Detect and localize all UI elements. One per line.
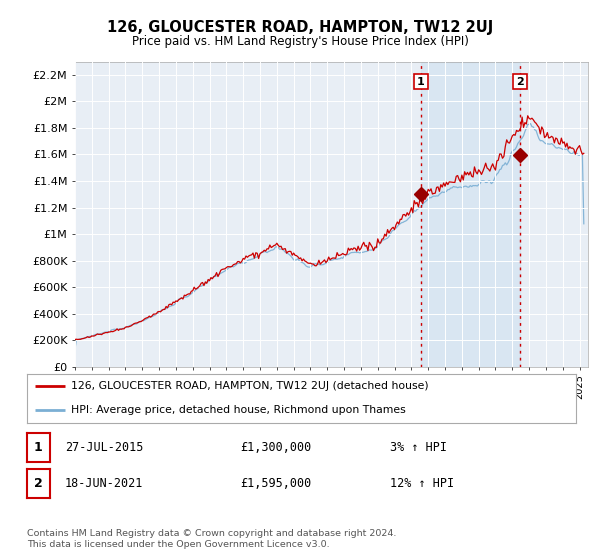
Text: 2: 2: [34, 477, 43, 491]
Text: Price paid vs. HM Land Registry's House Price Index (HPI): Price paid vs. HM Land Registry's House …: [131, 35, 469, 48]
Text: £1,300,000: £1,300,000: [240, 441, 311, 454]
Text: HPI: Average price, detached house, Richmond upon Thames: HPI: Average price, detached house, Rich…: [71, 405, 406, 416]
Text: 18-JUN-2021: 18-JUN-2021: [65, 477, 143, 491]
Text: 12% ↑ HPI: 12% ↑ HPI: [390, 477, 454, 491]
Text: 2: 2: [516, 77, 524, 86]
Text: 1: 1: [417, 77, 425, 86]
Text: Contains HM Land Registry data © Crown copyright and database right 2024.
This d: Contains HM Land Registry data © Crown c…: [27, 529, 397, 549]
Bar: [421, 62, 520, 367]
Text: 126, GLOUCESTER ROAD, HAMPTON, TW12 2UJ: 126, GLOUCESTER ROAD, HAMPTON, TW12 2UJ: [107, 20, 493, 35]
Text: 3% ↑ HPI: 3% ↑ HPI: [390, 441, 447, 454]
Text: 126, GLOUCESTER ROAD, HAMPTON, TW12 2UJ (detached house): 126, GLOUCESTER ROAD, HAMPTON, TW12 2UJ …: [71, 381, 428, 391]
Text: 1: 1: [34, 441, 43, 454]
Text: £1,595,000: £1,595,000: [240, 477, 311, 491]
Text: 27-JUL-2015: 27-JUL-2015: [65, 441, 143, 454]
